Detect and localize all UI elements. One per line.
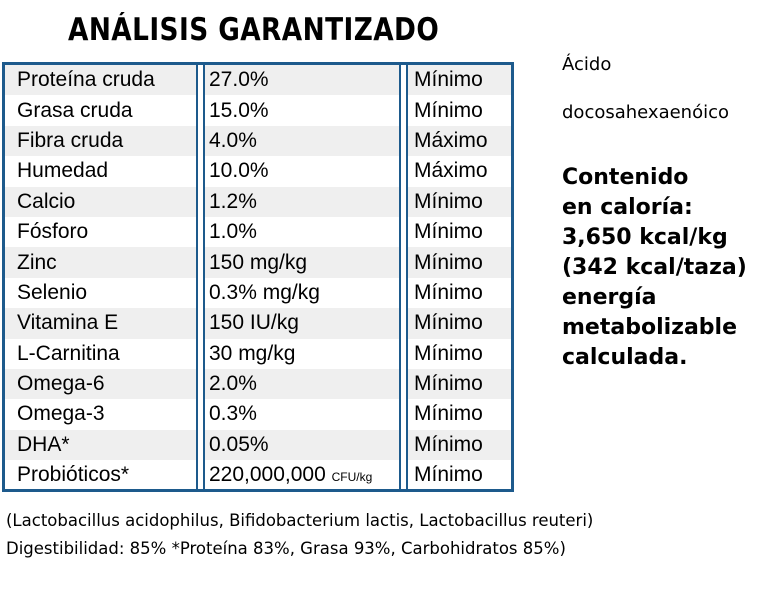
nutrient-value: 0.05% xyxy=(199,433,402,457)
value-text: 27.0% xyxy=(209,68,269,92)
nutrient-name: Selenio xyxy=(17,280,88,304)
nutrient-name: Zinc xyxy=(17,250,57,274)
nutrient-limit: Mínimo xyxy=(414,280,483,304)
side-note-line: docosahexaenóico xyxy=(562,102,730,123)
nutrient-limit: Mínimo xyxy=(414,372,483,396)
value-text: 220,000,000 xyxy=(209,463,326,487)
table-row: L-Carnitina 30 mg/kg Mínimo xyxy=(5,339,511,369)
nutrient-name: Probióticos* xyxy=(17,463,130,487)
value-text: 30 mg/kg xyxy=(209,341,296,365)
nutrient-value: 27.0% xyxy=(199,68,402,92)
nutrient-value: 10.0% xyxy=(199,159,402,183)
value-text: 1.2% xyxy=(209,189,257,213)
guaranteed-analysis-table: Proteína cruda 27.0% Mínimo Grasa cruda 15.0… xyxy=(2,62,514,492)
table-row: Grasa cruda 15.0% Mínimo xyxy=(5,95,511,125)
value-text: 4.0% xyxy=(209,128,257,152)
nutrient-name: Vitamina E xyxy=(17,311,119,335)
nutrient-name: Proteína cruda xyxy=(17,68,155,92)
nutrient-name: Humedad xyxy=(17,159,109,183)
nutrient-value: 150 IU/kg xyxy=(199,311,402,335)
calorie-line: 3,650 kcal/kg xyxy=(562,225,728,250)
value-text: 2.0% xyxy=(209,372,257,396)
nutrient-limit: Mínimo xyxy=(414,311,483,335)
calorie-line: metabolizable xyxy=(562,315,738,340)
nutrient-name: L-Carnitina xyxy=(17,341,120,365)
column-divider xyxy=(196,65,205,489)
nutrient-value: 0.3% mg/kg xyxy=(199,281,402,305)
nutrient-name: Grasa cruda xyxy=(17,98,133,122)
table-row: Omega-6 2.0% Mínimo xyxy=(5,368,511,400)
nutrient-value: 150 mg/kg xyxy=(199,251,402,275)
value-text: 0.3% xyxy=(209,402,257,426)
value-text: 0.05% xyxy=(209,432,269,456)
nutrient-value: 0.3% xyxy=(199,402,402,426)
table-row: Zinc 150 mg/kg Mínimo xyxy=(5,247,511,278)
nutrient-value: 1.2% xyxy=(199,190,402,214)
value-unit: CFU/kg xyxy=(331,470,373,485)
page-title: ANÁLISIS GARANTIZADO xyxy=(68,12,440,48)
value-text: 150 mg/kg xyxy=(209,250,308,274)
nutrient-limit: Mínimo xyxy=(414,463,483,487)
nutrient-limit: Mínimo xyxy=(414,98,483,122)
table-row: DHA* 0.05% Mínimo xyxy=(5,429,511,461)
nutrient-name: Omega-3 xyxy=(17,402,105,426)
nutrient-limit: Máximo xyxy=(414,128,488,152)
value-text: 150 IU/kg xyxy=(209,311,299,335)
value-text: 10.0% xyxy=(209,159,269,183)
nutrient-limit: Mínimo xyxy=(414,68,483,92)
nutrient-limit: Mínimo xyxy=(414,250,483,274)
digestibility: Digestibilidad: 85% *Proteína 83%, Grasa… xyxy=(6,539,566,558)
nutrient-value: 220,000,000 CFU/kg xyxy=(199,463,402,487)
nutrient-limit: Mínimo xyxy=(414,189,483,213)
nutrient-name: Calcio xyxy=(17,189,76,213)
nutrient-value: 15.0% xyxy=(199,99,402,123)
nutrient-name: Omega-6 xyxy=(17,372,105,396)
nutrient-name: Fósforo xyxy=(17,220,89,244)
nutrient-value: 30 mg/kg xyxy=(199,342,402,366)
calorie-line: energía xyxy=(562,285,657,310)
nutrient-value: 2.0% xyxy=(199,372,402,396)
calorie-line: en caloría: xyxy=(562,195,693,220)
table-row: Selenio 0.3% mg/kg Mínimo xyxy=(5,278,511,308)
nutrient-limit: Mínimo xyxy=(414,341,483,365)
nutrient-limit: Mínimo xyxy=(414,402,483,426)
table-row: Proteína cruda 27.0% Mínimo xyxy=(5,65,511,96)
table-row: Probióticos* 220,000,000 CFU/kg Mínimo xyxy=(5,460,511,490)
value-text: 1.0% xyxy=(209,220,257,244)
value-text: 15.0% xyxy=(209,98,269,122)
calorie-content: Contenido en caloría: 3,650 kcal/kg (342… xyxy=(562,163,747,373)
nutrient-limit: Mínimo xyxy=(414,220,483,244)
value-text: 0.3% mg/kg xyxy=(209,280,320,304)
nutrient-limit: Mínimo xyxy=(414,432,483,456)
nutrient-name: DHA* xyxy=(17,432,70,456)
table-row: Omega-3 0.3% Mínimo xyxy=(5,399,511,429)
table-row: Humedad 10.0% Máximo xyxy=(5,156,511,186)
nutrient-value: 4.0% xyxy=(199,129,402,153)
calorie-line: calculada. xyxy=(562,345,688,370)
nutrient-limit: Máximo xyxy=(414,159,488,183)
calorie-line: Contenido xyxy=(562,165,689,190)
calorie-line: (342 kcal/taza) xyxy=(562,255,747,280)
side-note-line: Ácido xyxy=(562,54,612,75)
table-row: Calcio 1.2% Mínimo xyxy=(5,186,511,217)
table-row: Vitamina E 150 IU/kg Mínimo xyxy=(5,308,511,339)
column-divider xyxy=(399,65,408,489)
nutrient-value: 1.0% xyxy=(199,220,402,244)
table-row: Fibra cruda 4.0% Máximo xyxy=(5,125,511,157)
table-row: Fósforo 1.0% Mínimo xyxy=(5,217,511,247)
nutrient-name: Fibra cruda xyxy=(17,128,124,152)
probiotic-strains: (Lactobacillus acidophilus, Bifidobacter… xyxy=(6,511,594,530)
